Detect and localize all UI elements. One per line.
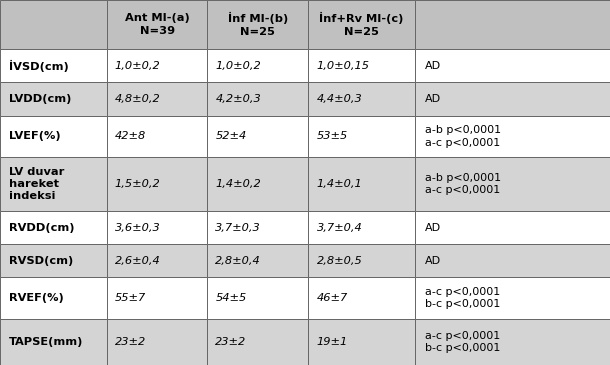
Text: AD: AD: [425, 94, 440, 104]
Text: 2,8±0,5: 2,8±0,5: [317, 256, 362, 266]
Text: LV duvar
hareket
indeksi: LV duvar hareket indeksi: [9, 168, 64, 200]
Bar: [308, 116, 415, 157]
Text: 1,0±0,15: 1,0±0,15: [317, 61, 370, 71]
Bar: [415, 0, 610, 49]
Bar: [415, 277, 610, 319]
Text: 3,6±0,3: 3,6±0,3: [115, 223, 160, 233]
Text: RVDD(cm): RVDD(cm): [9, 223, 74, 233]
Text: AD: AD: [425, 61, 440, 71]
Bar: [0, 277, 107, 319]
Bar: [107, 211, 207, 244]
Bar: [0, 82, 107, 116]
Text: a-c p<0,0001
b-c p<0,0001: a-c p<0,0001 b-c p<0,0001: [425, 331, 500, 353]
Bar: [207, 82, 308, 116]
Bar: [415, 116, 610, 157]
Bar: [415, 211, 610, 244]
Bar: [107, 244, 207, 277]
Bar: [308, 0, 415, 49]
Bar: [308, 277, 415, 319]
Text: 46±7: 46±7: [317, 293, 348, 303]
Bar: [107, 49, 207, 82]
Bar: [308, 211, 415, 244]
Bar: [415, 49, 610, 82]
Text: 19±1: 19±1: [317, 337, 348, 347]
Text: 53±5: 53±5: [317, 131, 348, 141]
Text: 23±2: 23±2: [215, 337, 246, 347]
Bar: [207, 116, 308, 157]
Text: TAPSE(mm): TAPSE(mm): [9, 337, 83, 347]
Text: LVEF(%): LVEF(%): [9, 131, 60, 141]
Bar: [0, 319, 107, 365]
Bar: [308, 82, 415, 116]
Bar: [0, 0, 107, 49]
Bar: [415, 319, 610, 365]
Bar: [308, 49, 415, 82]
Bar: [107, 319, 207, 365]
Bar: [415, 82, 610, 116]
Bar: [207, 277, 308, 319]
Bar: [207, 49, 308, 82]
Text: 2,6±0,4: 2,6±0,4: [115, 256, 160, 266]
Bar: [207, 0, 308, 49]
Bar: [107, 157, 207, 211]
Text: İVSD(cm): İVSD(cm): [9, 60, 68, 72]
Text: LVDD(cm): LVDD(cm): [9, 94, 71, 104]
Text: 1,0±0,2: 1,0±0,2: [115, 61, 160, 71]
Text: 1,5±0,2: 1,5±0,2: [115, 179, 160, 189]
Text: 1,4±0,1: 1,4±0,1: [317, 179, 362, 189]
Text: RVEF(%): RVEF(%): [9, 293, 63, 303]
Text: a-b p<0,0001
a-c p<0,0001: a-b p<0,0001 a-c p<0,0001: [425, 125, 501, 147]
Text: İnf+Rv MI-(c)
N=25: İnf+Rv MI-(c) N=25: [319, 12, 404, 37]
Bar: [0, 211, 107, 244]
Text: İnf MI-(b)
N=25: İnf MI-(b) N=25: [228, 12, 288, 37]
Bar: [308, 157, 415, 211]
Text: 3,7±0,3: 3,7±0,3: [215, 223, 261, 233]
Bar: [107, 82, 207, 116]
Text: RVSD(cm): RVSD(cm): [9, 256, 73, 266]
Text: 4,8±0,2: 4,8±0,2: [115, 94, 160, 104]
Bar: [308, 319, 415, 365]
Bar: [415, 157, 610, 211]
Text: 4,2±0,3: 4,2±0,3: [215, 94, 261, 104]
Bar: [308, 244, 415, 277]
Bar: [107, 0, 207, 49]
Text: a-c p<0,0001
b-c p<0,0001: a-c p<0,0001 b-c p<0,0001: [425, 287, 500, 309]
Text: 54±5: 54±5: [215, 293, 246, 303]
Text: 52±4: 52±4: [215, 131, 246, 141]
Bar: [0, 116, 107, 157]
Text: 1,4±0,2: 1,4±0,2: [215, 179, 261, 189]
Text: 42±8: 42±8: [115, 131, 146, 141]
Text: Ant MI-(a)
N=39: Ant MI-(a) N=39: [124, 14, 190, 36]
Text: 3,7±0,4: 3,7±0,4: [317, 223, 362, 233]
Text: 55±7: 55±7: [115, 293, 146, 303]
Text: a-b p<0,0001
a-c p<0,0001: a-b p<0,0001 a-c p<0,0001: [425, 173, 501, 195]
Bar: [107, 116, 207, 157]
Text: AD: AD: [425, 223, 440, 233]
Bar: [415, 244, 610, 277]
Bar: [107, 277, 207, 319]
Bar: [207, 319, 308, 365]
Bar: [0, 49, 107, 82]
Text: 2,8±0,4: 2,8±0,4: [215, 256, 261, 266]
Bar: [207, 244, 308, 277]
Bar: [0, 157, 107, 211]
Text: AD: AD: [425, 256, 440, 266]
Text: 4,4±0,3: 4,4±0,3: [317, 94, 362, 104]
Text: 1,0±0,2: 1,0±0,2: [215, 61, 261, 71]
Bar: [0, 244, 107, 277]
Bar: [207, 157, 308, 211]
Text: 23±2: 23±2: [115, 337, 146, 347]
Bar: [207, 211, 308, 244]
